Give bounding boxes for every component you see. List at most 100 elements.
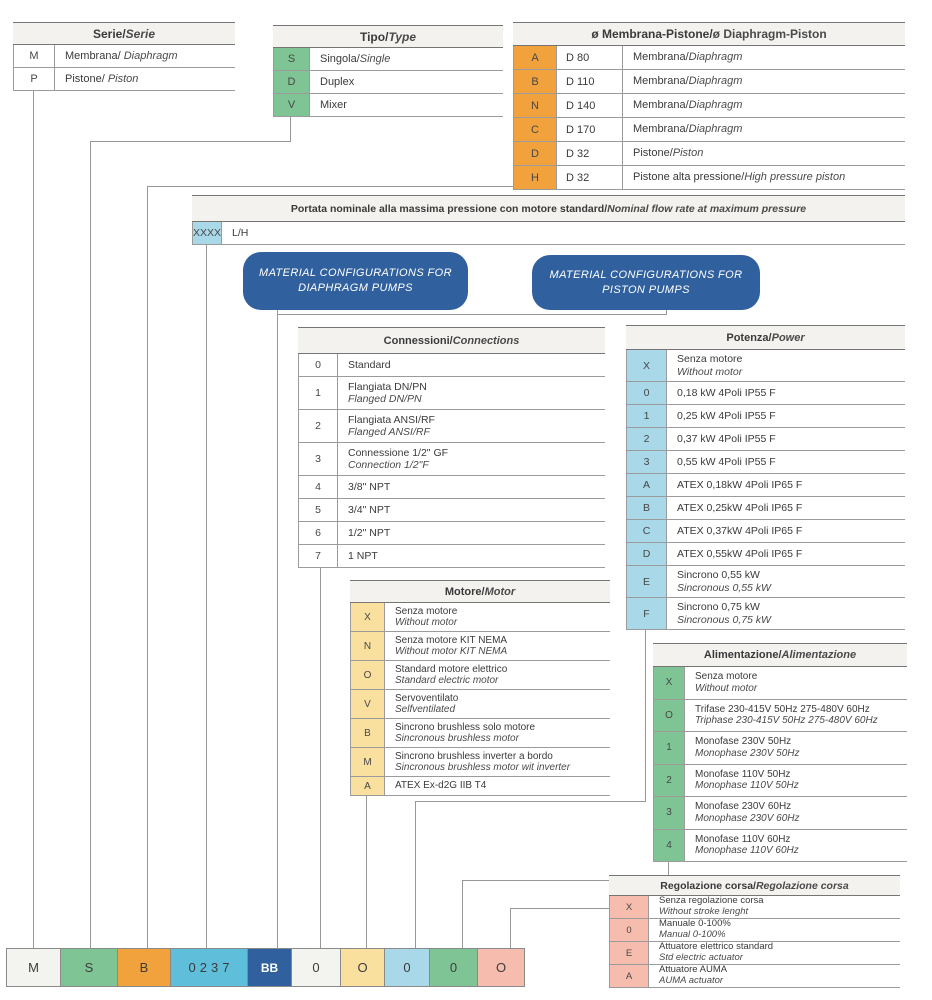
connector-line	[462, 880, 463, 948]
table-row: 0 0,18 kW 4Poli IP55 F	[626, 382, 905, 405]
description-english: Without motor	[695, 682, 758, 694]
description-english: Without motor KIT NEMA	[395, 646, 508, 657]
connector-line	[90, 141, 291, 142]
description-italian: Membrana/	[633, 75, 689, 88]
table-serie: Serie/Serie M Membrana/ Diaphragm P Pistone/…	[13, 22, 235, 91]
table-row: 0 Manuale 0-100% Manual 0-100%	[609, 918, 900, 942]
table-header: ø Membrana-Pistone/ø Diaphragm-Piston	[513, 22, 905, 46]
description-italian: Attuatore AUMA	[659, 964, 728, 976]
description-english: Without motor	[677, 365, 743, 378]
description-italian: Membrana/	[633, 51, 689, 64]
table-row: 1 0,25 kW 4Poli IP55 F	[626, 405, 905, 428]
description-cell: Membrana/ Diaphragm	[55, 45, 235, 67]
diameter-cell: D 140	[557, 94, 623, 117]
code-cell: 6	[298, 522, 338, 544]
description-cell: Pistone alta pressione/High pressure pis…	[623, 166, 905, 189]
description-line: 1 NPT	[348, 550, 605, 562]
table-row: XXXX L/H	[192, 222, 905, 245]
code-cell: V	[273, 94, 310, 116]
description-italian: Senza motore	[695, 671, 758, 683]
description-cell: Flangiata DN/PN Flanged DN/PN	[338, 377, 605, 409]
table-row: 5 3/4" NPT	[298, 499, 605, 522]
code-cell: P	[13, 68, 55, 90]
code-cell: H	[513, 166, 557, 189]
table-header: Tipo/Type	[273, 25, 503, 48]
code-cell: 1	[298, 377, 338, 409]
product-code-cell: O	[340, 948, 385, 987]
product-code-cell: B	[117, 948, 171, 987]
description-line: L/H	[232, 227, 905, 239]
description-cell: Standard motore elettrico Standard electr…	[385, 661, 610, 689]
connector-line	[462, 880, 669, 881]
description-cell: Sincrono 0,75 kW Sincronous 0,75 kW	[667, 598, 905, 629]
code-cell: A	[350, 777, 385, 795]
description-line: Membrana/ Diaphragm	[65, 50, 235, 63]
table-row: C ATEX 0,37kW 4Poli IP65 F	[626, 520, 905, 543]
table-title-it: Regolazione corsa/	[660, 879, 756, 892]
description-italian: Pistone alta pressione/	[633, 171, 745, 184]
table-title-it: Motore/	[444, 585, 485, 598]
table-tipo: Tipo/Type S Singola/Single D Duplex V Mixer	[273, 25, 503, 117]
code-cell: X	[350, 603, 385, 631]
table-title-en: Nominal flow rate at maximum pressure	[607, 202, 807, 215]
description-cell: 1 NPT	[338, 545, 605, 567]
table-row: 1 Flangiata DN/PN Flanged DN/PN	[298, 377, 605, 410]
table-row: X Senza regolazione corsa Without stroke l…	[609, 895, 900, 919]
description-italian: Standard motore elettrico	[395, 663, 508, 675]
description-cell: 3/4" NPT	[338, 499, 605, 521]
description-english: Std electric actuator	[659, 952, 743, 963]
code-cell: D	[513, 142, 557, 165]
description-cell: Senza motore Without motor	[667, 350, 905, 381]
code-cell: XXXX	[192, 222, 222, 244]
description-italian: Monofase 110V 60Hz	[695, 833, 791, 845]
table-row: 3 0,55 kW 4Poli IP55 F	[626, 451, 905, 474]
description-english: Selfventilated	[395, 704, 456, 715]
description-cell: Membrana/Diaphragm	[623, 94, 905, 117]
table-row: V Mixer	[273, 94, 503, 117]
description-cell: Connessione 1/2" GF Connection 1/2"F	[338, 443, 605, 475]
code-cell: 7	[298, 545, 338, 567]
code-cell: D	[626, 543, 667, 565]
description-line: Membrana/Diaphragm	[633, 123, 905, 136]
description-english: Piston	[107, 72, 139, 85]
code-cell: E	[609, 942, 649, 964]
diameter-cell: D 170	[557, 118, 623, 141]
code-cell: M	[350, 748, 385, 776]
connector-line	[510, 908, 610, 909]
description-italian: Sincrono brushless solo motore	[395, 721, 536, 733]
table-row: D ATEX 0,55kW 4Poli IP65 F	[626, 543, 905, 566]
description-english: Monophase 110V 60Hz	[695, 845, 799, 857]
description-english: Connection 1/2"F	[348, 459, 429, 471]
code-cell: X	[609, 896, 649, 918]
description-italian: Senza motore KIT NEMA	[395, 634, 508, 646]
code-cell: 3	[653, 797, 685, 829]
table-title-it: Portata nominale alla massima pressione …	[290, 202, 608, 215]
table-row: P Pistone/ Piston	[13, 68, 235, 91]
table-row: 2 Flangiata ANSI/RF Flanged ANSI/RF	[298, 410, 605, 443]
description-line: 1/2" NPT	[348, 527, 605, 539]
table-header: Connessioni/Connections	[298, 327, 605, 354]
diameter-cell: D 110	[557, 70, 623, 93]
description-english: Sincronous 0,55 kW	[677, 581, 771, 594]
connector-line	[415, 801, 646, 802]
description-english: Diaphragm	[123, 49, 178, 62]
code-cell: 4	[653, 829, 685, 861]
table-membrana: ø Membrana-Pistone/ø Diaphragm-Piston A D …	[513, 22, 905, 190]
description-cell: 3/8" NPT	[338, 476, 605, 498]
description-italian: 1 NPT	[348, 549, 378, 562]
table-row: 4 Monofase 110V 60Hz Monophase 110V 60Hz	[653, 829, 907, 862]
description-italian: Monofase 230V 60Hz	[695, 801, 792, 813]
description-line: Mixer	[320, 99, 503, 112]
description-cell: Monofase 110V 60Hz Monophase 110V 60Hz	[685, 830, 907, 862]
code-cell: O	[350, 661, 385, 689]
description-line: 3/4" NPT	[348, 504, 605, 516]
table-title-en: Serie	[125, 26, 156, 41]
description-italian: 1/2" NPT	[348, 526, 391, 539]
description-cell: ATEX 0,25kW 4Poli IP65 F	[667, 497, 905, 519]
description-line: Singola/Single	[320, 53, 503, 66]
code-cell: V	[350, 690, 385, 718]
description-italian: Mixer	[320, 98, 347, 111]
table-alimentazione: Alimentazione/Alimentazione X Senza motore…	[653, 643, 907, 862]
